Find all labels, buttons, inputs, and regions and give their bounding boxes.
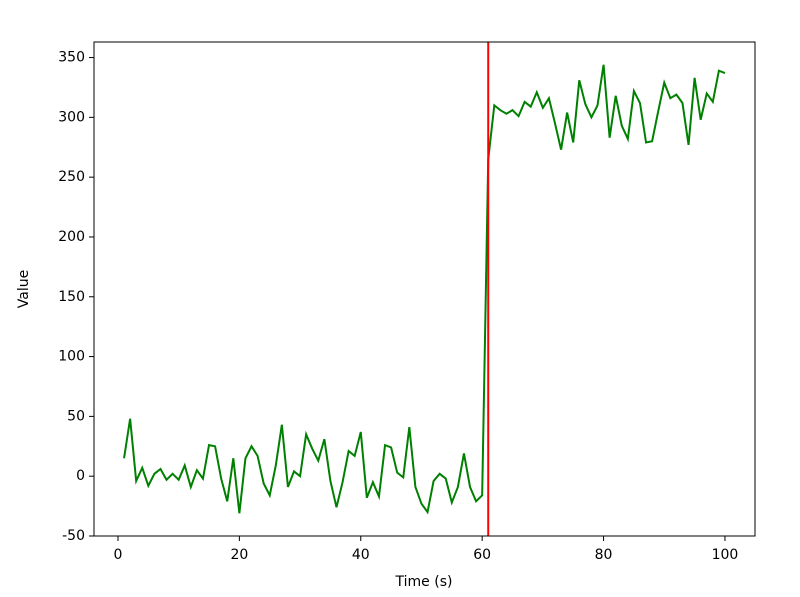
y-tick-label: 200 <box>58 229 85 245</box>
y-tick-label: 300 <box>58 109 85 125</box>
y-tick-label: 0 <box>76 468 85 484</box>
y-tick-label: 350 <box>58 50 85 66</box>
y-tick-label: 150 <box>58 289 85 305</box>
x-axis-label: Time (s) <box>395 574 453 590</box>
x-tick-label: 60 <box>473 547 491 563</box>
data-line <box>123 64 726 515</box>
plot-area <box>94 42 755 536</box>
y-tick-label: 250 <box>58 169 85 185</box>
y-axis-label: Value <box>16 270 32 308</box>
x-tick-label: 40 <box>352 547 370 563</box>
x-tick-label: 20 <box>230 547 248 563</box>
x-tick-label: 100 <box>712 547 739 563</box>
x-tick-label: 0 <box>114 547 123 563</box>
x-tick-label: 80 <box>595 547 613 563</box>
y-tick-label: 50 <box>67 408 85 424</box>
axes-frame <box>93 41 756 537</box>
y-tick-label: -50 <box>62 528 85 544</box>
y-tick-label: 100 <box>58 349 85 365</box>
